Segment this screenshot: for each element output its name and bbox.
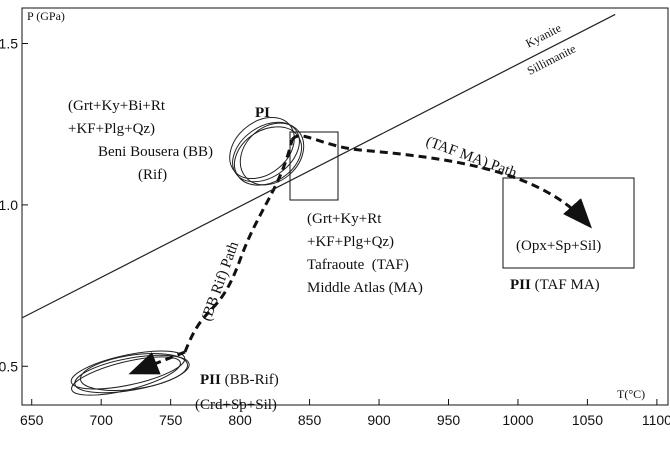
pt-paths [128, 134, 592, 375]
annotation-rest: (TAF MA) [535, 277, 600, 293]
y-tick-label: 1.5 [0, 36, 18, 52]
boundary-label: Kyanite [523, 21, 563, 51]
x-axis-label: T(°C) [617, 387, 645, 401]
x-tick-label: 750 [159, 412, 183, 428]
annotation: PI [255, 105, 270, 121]
x-tick-label: 800 [228, 412, 252, 428]
x-tick-label: 850 [298, 412, 322, 428]
x-tick-label: 900 [367, 412, 391, 428]
x-tick-label: 1100 [642, 412, 670, 428]
annotation: Beni Bousera (BB) [98, 144, 213, 160]
annotation: +KF+Plg+Qz) [68, 121, 155, 137]
x-tick-label: 700 [90, 412, 114, 428]
annotation: Middle Atlas (MA) [307, 280, 423, 296]
pii-ellipses [70, 350, 190, 396]
annotation: (Crd+Sp+Sil) [195, 397, 277, 413]
annotation-bold: PII [510, 277, 531, 293]
annotation: (Grt+Ky+Bi+Rt [68, 98, 166, 114]
annotation: +KF+Plg+Qz) [307, 234, 394, 250]
plot-frame [21, 7, 669, 406]
annotation: PII (TAF MA) [510, 277, 600, 293]
annotation: PII (BB-Rif) [200, 372, 279, 388]
annotation: (Rif) [138, 167, 167, 183]
x-tick-label: 950 [437, 412, 461, 428]
annotation: (BB Rif) Path [199, 239, 243, 323]
annotation-rest: (BB-Rif) [225, 372, 279, 388]
annotation: Tafraoute (TAF) [307, 257, 409, 273]
pi-box [289, 131, 339, 201]
annotation-bold: PII [200, 372, 221, 388]
annotation: (Grt+Ky+Rt [307, 211, 382, 227]
x-tick-label: 1050 [572, 412, 603, 428]
y-axis-label: P (GPa) [27, 9, 65, 23]
y-tick-label: 0.5 [0, 358, 18, 374]
pii-box [502, 177, 635, 269]
annotation: (Opx+Sp+Sil) [516, 238, 601, 254]
x-tick-label: 650 [20, 412, 44, 428]
boundary-line [21, 13, 616, 319]
x-tick-label: 1000 [502, 412, 533, 428]
y-tick-label: 1.0 [0, 197, 18, 213]
